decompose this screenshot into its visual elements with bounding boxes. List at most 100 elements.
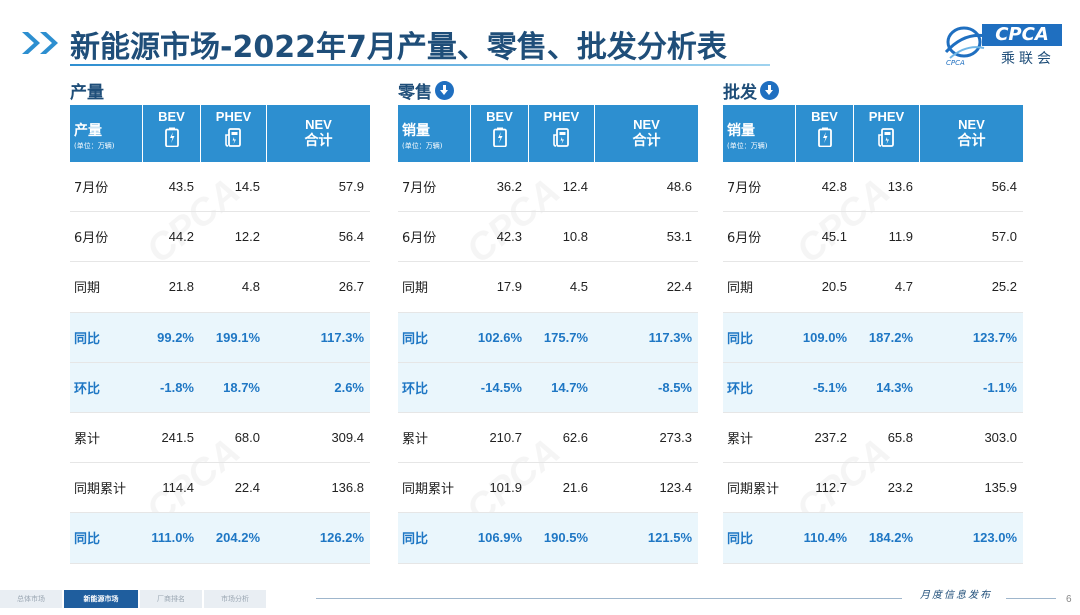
- nev-value: 123.0%: [972, 530, 1017, 546]
- header-bev: BEV: [470, 105, 528, 162]
- nev-value: 56.4: [338, 229, 364, 245]
- phev-value: 21.6: [562, 480, 588, 496]
- row-label: 6月份: [727, 231, 762, 247]
- row-label: 6月份: [74, 231, 109, 247]
- row-label: 同比: [727, 532, 754, 548]
- row-label: 同比: [727, 331, 754, 347]
- row-label: 7月份: [74, 181, 109, 197]
- bev-value: 114.4: [162, 480, 194, 496]
- table-row: 同期累计 114.4 22.4 136.8: [70, 463, 370, 514]
- row-label: 同期: [727, 281, 754, 297]
- bev-value: -14.5%: [480, 379, 522, 395]
- footer-rule: [316, 598, 902, 599]
- table-row: 同比 111.0% 204.2% 126.2%: [70, 513, 370, 564]
- nev-value: 126.2%: [319, 530, 364, 546]
- table-row: 同比 106.9% 190.5% 121.5%: [398, 513, 698, 564]
- header-phev: PHEV: [853, 105, 919, 162]
- table-row: 同期累计 112.7 23.2 135.9: [723, 463, 1023, 514]
- row-label: 同比: [74, 532, 101, 548]
- bev-value: 45.1: [821, 229, 847, 245]
- phev-value: 204.2%: [215, 530, 260, 546]
- double-chevron-icon: [22, 32, 58, 54]
- phev-value: 68.0: [234, 430, 260, 446]
- fuel-pump-icon: [552, 128, 569, 147]
- table-row: 7月份 36.2 12.4 48.6: [398, 162, 698, 213]
- nev-value: 57.0: [991, 229, 1017, 245]
- phev-value: 199.1%: [215, 329, 260, 345]
- table-row: 6月份 44.2 12.2 56.4: [70, 212, 370, 263]
- phev-value: 14.3%: [876, 379, 913, 395]
- panel-label: 批发: [723, 78, 779, 103]
- bev-value: 112.7: [815, 480, 847, 496]
- header-phev: PHEV: [200, 105, 266, 162]
- phev-value: 12.2: [234, 229, 260, 245]
- panel-label-text: 产量: [70, 83, 104, 103]
- bev-value: 111.0%: [151, 530, 194, 546]
- bev-value: -5.1%: [813, 379, 847, 395]
- table-row: 同比 110.4% 184.2% 123.0%: [723, 513, 1023, 564]
- header-metric: 产量 (单位：万辆): [70, 105, 142, 162]
- phev-value: 14.7%: [551, 379, 588, 395]
- table-row: 累计 237.2 65.8 303.0: [723, 413, 1023, 464]
- bev-value: 101.9: [489, 480, 522, 496]
- nev-value: 273.3: [659, 430, 692, 446]
- footer-tab[interactable]: 市场分析: [204, 590, 266, 608]
- header-metric: 销量 (单位：万辆): [398, 105, 470, 162]
- slide-header: 新能源市场-2022年7月产量、零售、批发分析表 CPCA CPCA 乘联会: [0, 0, 1080, 75]
- slide-footer: 总体市场 新能源市场 厂商排名 市场分析 月度信息发布 6: [0, 590, 1080, 615]
- header-phev: PHEV: [528, 105, 594, 162]
- phev-value: 14.5: [234, 179, 260, 195]
- header-unit: (单位：万辆): [727, 142, 768, 150]
- table-row: 环比 -14.5% 14.7% -8.5%: [398, 362, 698, 413]
- bev-value: 17.9: [496, 279, 522, 295]
- bev-value: 102.6%: [477, 329, 522, 345]
- header-metric-label: 销量: [402, 123, 430, 139]
- header-unit: (单位：万辆): [402, 142, 443, 150]
- nev-value: 48.6: [666, 179, 692, 195]
- row-label: 6月份: [402, 231, 437, 247]
- row-label: 同期累计: [74, 482, 127, 498]
- battery-icon: [492, 127, 507, 147]
- phev-value: 175.7%: [543, 329, 588, 345]
- footer-tab[interactable]: 总体市场: [0, 590, 62, 608]
- title-underline: [70, 64, 770, 66]
- table-row: 6月份 42.3 10.8 53.1: [398, 212, 698, 263]
- nev-value: 136.8: [331, 480, 364, 496]
- logo-small-text: CPCA: [946, 59, 965, 67]
- phev-value: 13.6: [887, 179, 913, 195]
- nev-value: -1.1%: [983, 379, 1017, 395]
- table-row: 环比 -5.1% 14.3% -1.1%: [723, 362, 1023, 413]
- row-label: 同比: [74, 331, 101, 347]
- table-row: 同比 109.0% 187.2% 123.7%: [723, 312, 1023, 363]
- row-label: 同期: [74, 281, 101, 297]
- fuel-pump-icon: [224, 128, 241, 147]
- page-number: 6: [1066, 594, 1072, 605]
- header-phev-label: PHEV: [543, 109, 580, 124]
- nev-value: 309.4: [331, 430, 364, 446]
- phev-value: 62.6: [562, 430, 588, 446]
- table-row: 7月份 42.8 13.6 56.4: [723, 162, 1023, 213]
- table-body: 7月份 43.5 14.5 57.9 6月份 44.2 12.2 56.4 同期 21.8 4.8 2…: [70, 162, 370, 564]
- nev-value: 2.6%: [334, 379, 364, 395]
- header-bev-label: BEV: [811, 109, 838, 124]
- table-row: 7月份 43.5 14.5 57.9: [70, 162, 370, 213]
- table-header: 销量 (单位：万辆) BEV PHEV NEV 合计: [398, 105, 698, 162]
- nev-value: 117.3%: [320, 329, 364, 345]
- fuel-pump-icon: [877, 128, 894, 147]
- phev-value: 4.8: [241, 279, 260, 295]
- row-label: 累计: [727, 432, 754, 448]
- cpca-logo: CPCA CPCA 乘联会: [942, 22, 1062, 67]
- battery-icon: [164, 127, 179, 147]
- footer-tabs: 总体市场 新能源市场 厂商排名 市场分析: [0, 590, 268, 608]
- header-metric-label: 销量: [727, 123, 755, 139]
- table-row: 同期 20.5 4.7 25.2: [723, 262, 1023, 313]
- phev-value: 11.9: [888, 229, 913, 245]
- footer-tab[interactable]: 新能源市场: [64, 590, 138, 608]
- header-bev: BEV: [142, 105, 200, 162]
- table-row: 同比 102.6% 175.7% 117.3%: [398, 312, 698, 363]
- nev-value: 53.1: [666, 229, 692, 245]
- phev-value: 190.5%: [543, 530, 588, 546]
- phev-value: 10.8: [562, 229, 588, 245]
- footer-tab[interactable]: 厂商排名: [140, 590, 202, 608]
- nev-value: 121.5%: [647, 530, 692, 546]
